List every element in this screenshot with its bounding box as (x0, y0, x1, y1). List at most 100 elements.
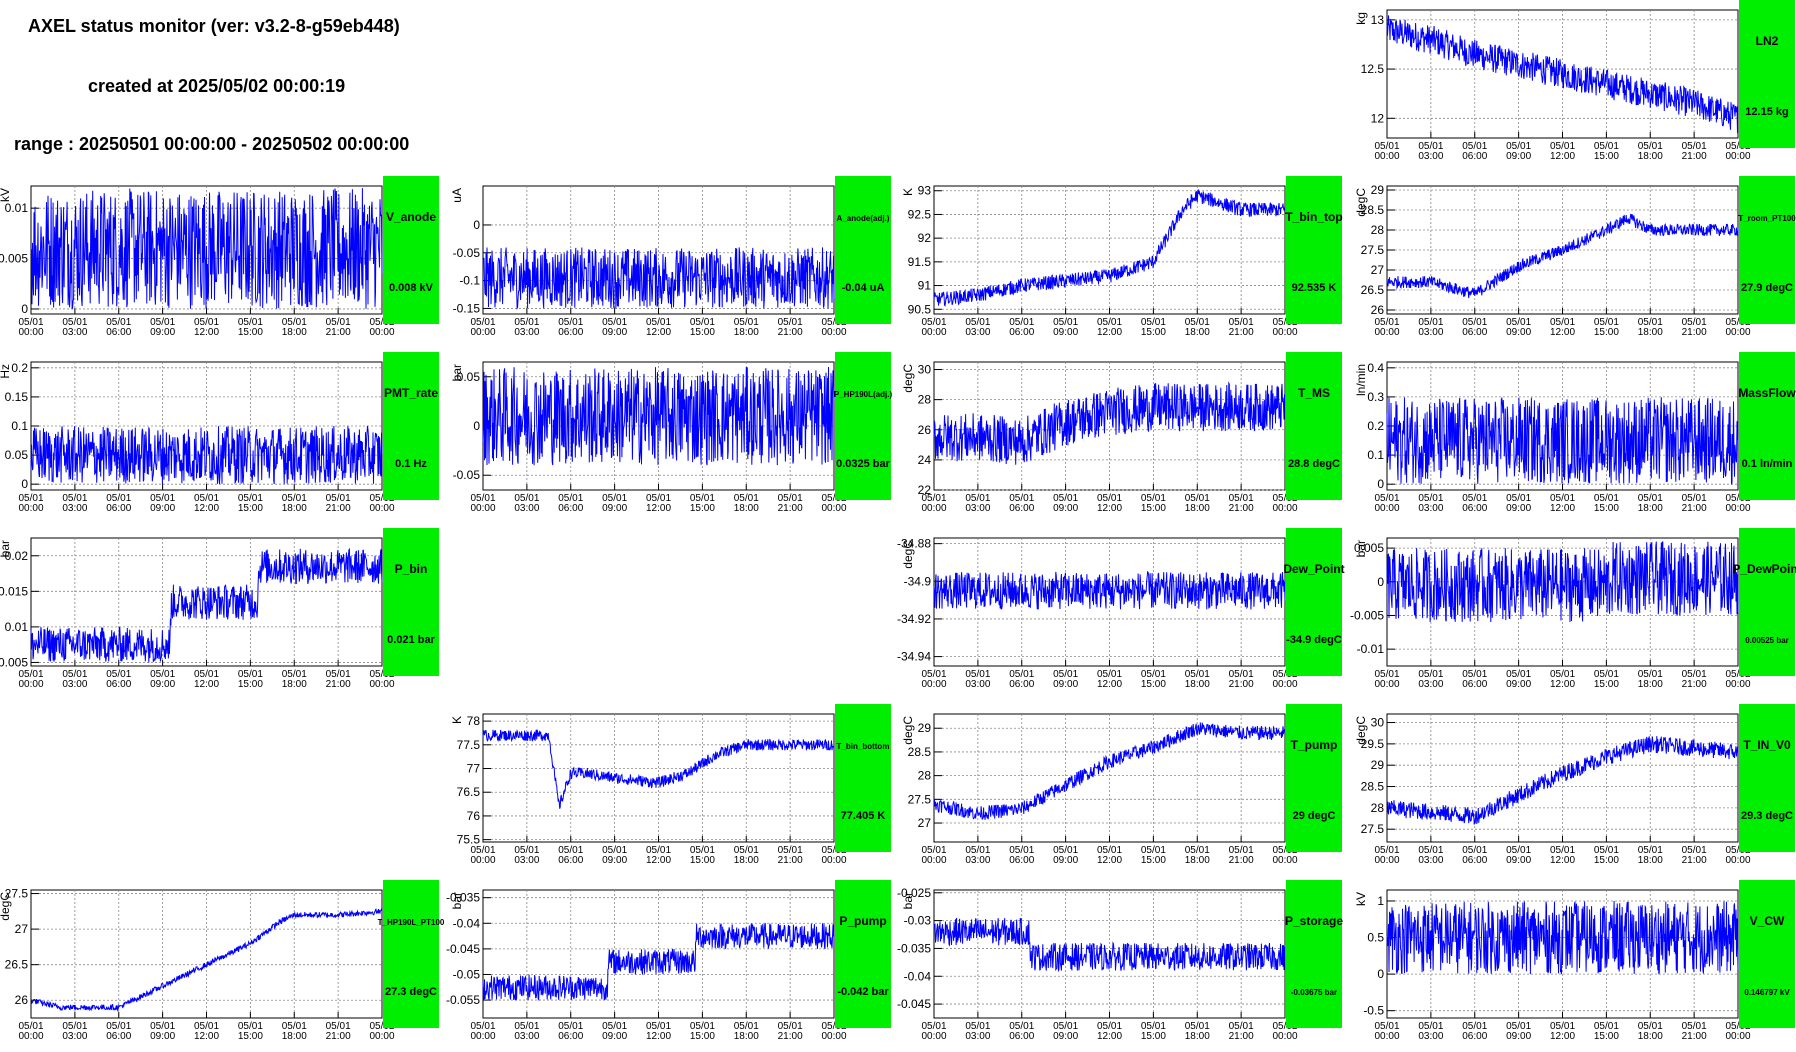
chart-P_storage: 05/0100:0005/0103:0005/0106:0005/0109:00… (897, 880, 1343, 1042)
x-tick-date: 05/02 (821, 1021, 846, 1032)
x-tick-date: 05/01 (238, 669, 263, 680)
x-tick-date: 05/01 (690, 1021, 715, 1032)
y-tick-label: 77.5 (457, 738, 481, 752)
y-tick-label: 0.01 (5, 620, 29, 634)
y-tick-label: 1 (1377, 894, 1384, 908)
y-tick-label: 27.5 (1361, 243, 1385, 257)
x-tick-date: 05/01 (1229, 845, 1254, 856)
x-tick-date: 05/01 (921, 669, 946, 680)
x-tick-date: 05/01 (1638, 317, 1663, 328)
series-name: P_HP190L(adj.) (834, 390, 893, 399)
series-line (1386, 15, 1739, 134)
x-tick-time: 21:00 (778, 855, 803, 866)
x-tick-time: 00:00 (1374, 679, 1399, 690)
x-tick-date: 05/01 (778, 845, 803, 856)
y-tick-label: -0.05 (453, 468, 481, 482)
x-tick-date: 05/01 (965, 845, 990, 856)
x-tick-date: 05/01 (1682, 493, 1707, 504)
x-tick-time: 12:00 (1550, 327, 1575, 338)
x-tick-time: 12:00 (1097, 1031, 1122, 1042)
x-tick-time: 06:00 (106, 679, 131, 690)
y-axis-label: degC (901, 364, 915, 393)
x-tick-time: 12:00 (646, 1031, 671, 1042)
series-name: MassFlow (1738, 386, 1796, 400)
x-tick-date: 05/01 (1506, 493, 1531, 504)
chart-T_pump: 05/0100:0005/0103:0005/0106:0005/0109:00… (901, 704, 1342, 866)
x-tick-time: 06:00 (106, 503, 131, 514)
x-tick-date: 05/01 (1097, 845, 1122, 856)
x-tick-date: 05/01 (1638, 141, 1663, 152)
x-tick-time: 18:00 (734, 855, 759, 866)
y-tick-label: 0.005 (1354, 541, 1384, 555)
x-tick-date: 05/01 (1506, 845, 1531, 856)
series-name: P_storage (1285, 914, 1343, 928)
series-name: T_pump (1291, 738, 1338, 752)
current-value: 0.00525 bar (1745, 636, 1789, 645)
x-tick-date: 05/01 (1141, 493, 1166, 504)
chart-Dew_Point: 05/0100:0005/0103:0005/0106:0005/0109:00… (897, 528, 1345, 690)
y-axis-label: degC (1354, 716, 1368, 745)
x-tick-time: 00:00 (1272, 503, 1297, 514)
x-tick-date: 05/01 (18, 493, 43, 504)
x-tick-date: 05/01 (1462, 1021, 1487, 1032)
x-tick-time: 21:00 (1682, 855, 1707, 866)
x-tick-date: 05/01 (1682, 845, 1707, 856)
x-tick-time: 06:00 (558, 327, 583, 338)
x-tick-date: 05/01 (1418, 669, 1443, 680)
x-tick-date: 05/01 (1418, 317, 1443, 328)
series-name: P_pump (839, 914, 886, 928)
series-line (1386, 736, 1739, 825)
x-tick-date: 05/01 (1097, 317, 1122, 328)
x-tick-time: 06:00 (106, 327, 131, 338)
x-tick-time: 15:00 (690, 327, 715, 338)
series-name: T_MS (1298, 386, 1330, 400)
y-tick-label: 24 (918, 453, 932, 467)
x-tick-time: 12:00 (194, 679, 219, 690)
x-tick-time: 00:00 (18, 327, 43, 338)
x-tick-time: 18:00 (1638, 679, 1663, 690)
y-tick-label: 92.5 (908, 207, 932, 221)
y-tick-label: 0.02 (5, 549, 29, 563)
x-tick-time: 18:00 (1185, 503, 1210, 514)
y-tick-label: -0.05 (453, 967, 481, 981)
x-tick-date: 05/01 (238, 317, 263, 328)
x-tick-date: 05/01 (1638, 845, 1663, 856)
series-line (933, 722, 1286, 820)
y-tick-label: 28 (918, 393, 932, 407)
x-tick-time: 00:00 (1725, 679, 1750, 690)
value-box (835, 352, 891, 500)
x-tick-time: 00:00 (821, 855, 846, 866)
x-tick-time: 03:00 (965, 855, 990, 866)
x-tick-time: 12:00 (1097, 327, 1122, 338)
y-tick-label: 26 (1371, 303, 1385, 317)
x-tick-time: 09:00 (602, 503, 627, 514)
x-tick-time: 00:00 (1725, 855, 1750, 866)
x-tick-time: 06:00 (1009, 327, 1034, 338)
x-tick-date: 05/01 (921, 317, 946, 328)
x-tick-time: 09:00 (1506, 679, 1531, 690)
x-tick-date: 05/01 (734, 845, 759, 856)
x-tick-time: 18:00 (1638, 855, 1663, 866)
x-tick-time: 18:00 (734, 1031, 759, 1042)
x-tick-date: 05/01 (778, 493, 803, 504)
series-line (933, 189, 1286, 307)
y-tick-label: 22 (918, 483, 932, 497)
x-tick-date: 05/01 (238, 493, 263, 504)
value-box (1286, 176, 1342, 324)
x-tick-date: 05/01 (778, 1021, 803, 1032)
y-tick-label: 0.01 (5, 201, 29, 215)
y-tick-label: -34.94 (897, 650, 931, 664)
x-tick-time: 21:00 (1229, 1031, 1254, 1042)
created-timestamp: created at 2025/05/02 00:00:19 (88, 76, 346, 96)
x-tick-date: 05/01 (282, 669, 307, 680)
x-tick-date: 05/01 (1141, 1021, 1166, 1032)
x-tick-date: 05/01 (18, 669, 43, 680)
x-tick-date: 05/01 (1053, 493, 1078, 504)
y-tick-label: 26.5 (1361, 283, 1385, 297)
chart-T_HP190L: 05/0100:0005/0103:0005/0106:0005/0109:00… (0, 880, 445, 1042)
series-name: PMT_rate (384, 386, 438, 400)
chart-T_room: 05/0100:0005/0103:0005/0106:0005/0109:00… (1354, 176, 1796, 338)
y-tick-label: -0.035 (897, 941, 931, 955)
x-tick-date: 05/01 (1594, 493, 1619, 504)
